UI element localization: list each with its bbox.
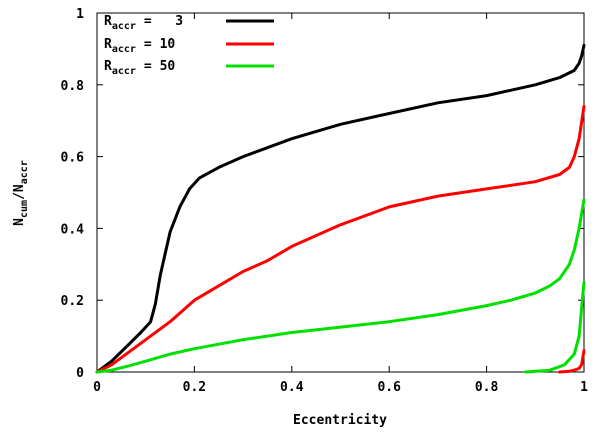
x-tick-label: 0.2 <box>183 380 206 395</box>
legend-entry-3-sub: accr <box>112 66 136 77</box>
x-tick-label: 0.6 <box>377 380 401 395</box>
legend-entry-2-sub: accr <box>112 44 136 55</box>
y-axis-label: Ncum/Naccr <box>12 160 30 226</box>
x-tick-label: 0 <box>93 380 101 395</box>
y-axis-label-main: N <box>12 218 27 226</box>
x-tick-label: 0.4 <box>280 380 304 395</box>
legend-entry-1-main: R <box>104 14 112 29</box>
legend-entry-1-value: = 3 <box>144 14 183 29</box>
series-line-1 <box>95 43 586 374</box>
series-lines <box>95 43 586 374</box>
x-tick-label: 1 <box>580 380 588 395</box>
svg-text:Ncum/Naccr: Ncum/Naccr <box>12 160 30 226</box>
x-tick-labels: 0 0.2 0.4 0.6 0.8 1 <box>93 380 588 395</box>
x-axis-label: Eccentricity <box>293 413 387 428</box>
series-line-4 <box>524 280 586 374</box>
y-axis-label-sub1: cum <box>19 200 30 218</box>
series-line-3 <box>95 198 586 374</box>
y-tick-label: 0 <box>76 366 84 381</box>
legend-entry-3-label: Raccr = 50 <box>104 59 175 77</box>
series-line-2 <box>95 104 586 374</box>
legend-entry-1-label: Raccr = 3 <box>104 14 183 32</box>
legend-entry-2-value: = 10 <box>144 37 175 52</box>
y-tick-labels: 0 0.2 0.4 0.6 0.8 1 <box>61 7 85 381</box>
legend-entry-1-sub: accr <box>112 21 136 32</box>
legend-entry-3-main: R <box>104 59 112 74</box>
y-tick-label: 0.4 <box>61 222 85 237</box>
x-tick-label: 0.8 <box>475 380 499 395</box>
legend-entry-3-value: = 50 <box>144 59 175 74</box>
series-line-5 <box>558 349 586 374</box>
plot-frame <box>96 12 585 373</box>
y-axis-label-mid: /N <box>12 184 27 200</box>
y-tick-label: 0.8 <box>61 79 85 94</box>
legend-entry-2-main: R <box>104 37 112 52</box>
y-tick-label: 0.2 <box>61 294 84 309</box>
legend-entry-2-label: Raccr = 10 <box>104 37 175 55</box>
y-tick-label: 1 <box>76 7 84 22</box>
y-tick-label: 0.6 <box>61 151 85 166</box>
y-axis-label-sub2: accr <box>19 160 30 184</box>
legend: Raccr = 3 Raccr = 10 Raccr = 50 <box>104 14 274 77</box>
